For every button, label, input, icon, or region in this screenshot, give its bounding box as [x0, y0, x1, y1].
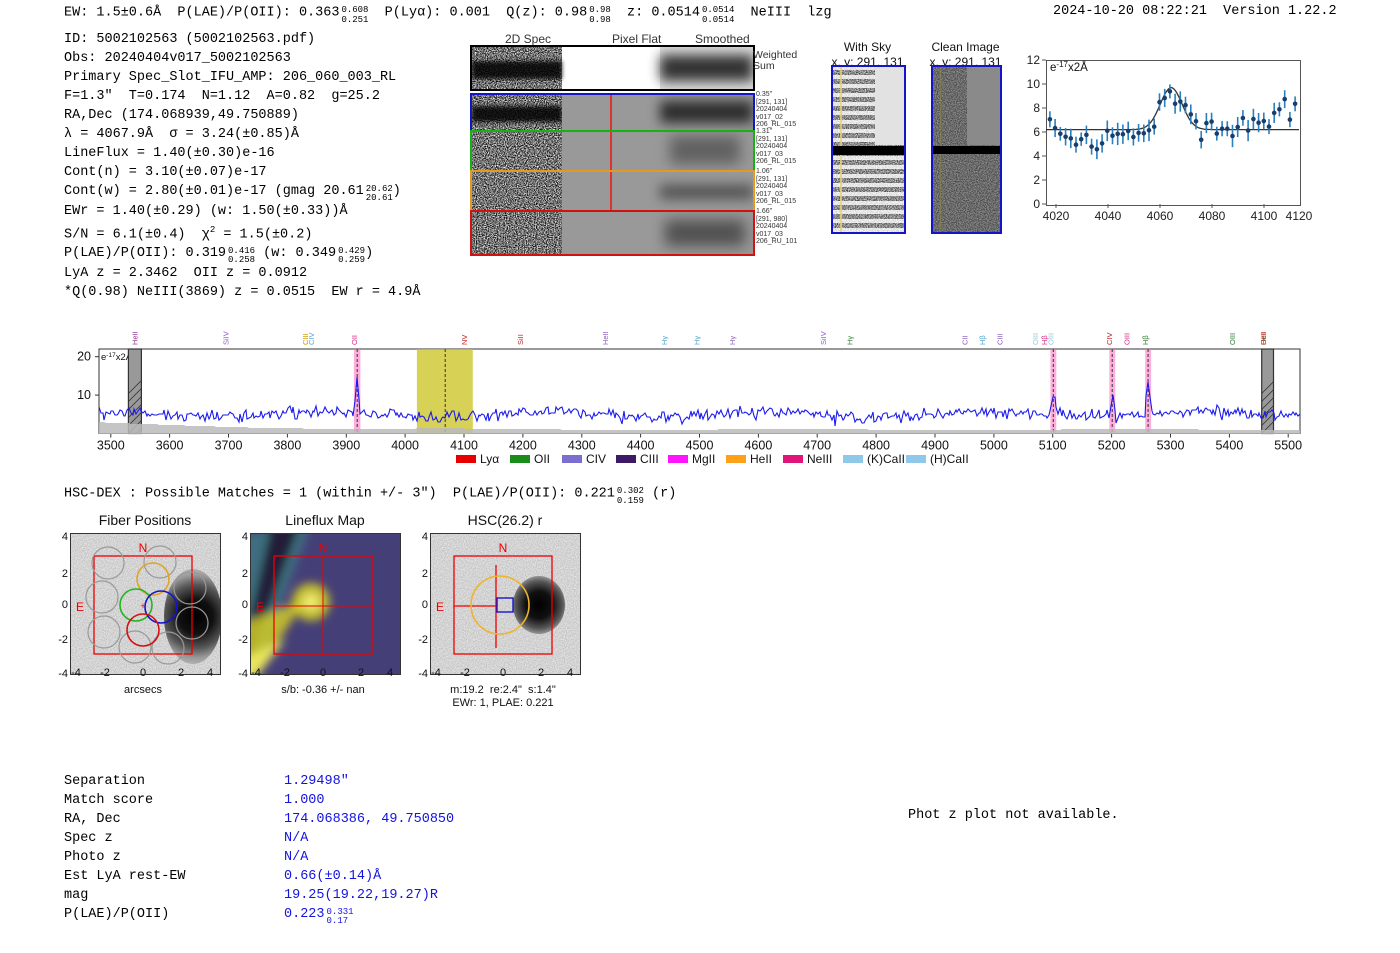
svg-text:0: 0 [500, 667, 506, 679]
svg-text:2: 2 [358, 667, 364, 679]
svg-text:2: 2 [242, 568, 248, 580]
svg-text:4: 4 [422, 531, 428, 543]
svg-text:-4: -4 [418, 668, 428, 680]
svg-text:-2: -2 [58, 634, 68, 646]
svg-text:4: 4 [207, 667, 213, 679]
svg-text:2: 2 [178, 667, 184, 679]
svg-text:-4: -4 [251, 667, 261, 679]
svg-text:-4: -4 [71, 667, 81, 679]
svg-text:0: 0 [140, 667, 146, 679]
svg-text:-4: -4 [238, 668, 248, 680]
svg-text:arcsecs: arcsecs [124, 684, 162, 696]
svg-text:2: 2 [62, 568, 68, 580]
svg-text:-2: -2 [100, 667, 110, 679]
svg-text:0: 0 [62, 599, 68, 611]
svg-text:4: 4 [567, 667, 573, 679]
svg-text:m:19.2 re:2.4" s:1.4": m:19.2 re:2.4" s:1.4" [450, 684, 556, 696]
svg-text:-4: -4 [58, 668, 68, 680]
svg-text:-2: -2 [460, 667, 470, 679]
svg-text:0: 0 [242, 599, 248, 611]
svg-text:N: N [139, 541, 148, 555]
svg-text:E: E [436, 600, 444, 614]
svg-text:N: N [319, 541, 328, 555]
svg-text:E: E [256, 600, 264, 614]
svg-text:-2: -2 [280, 667, 290, 679]
svg-text:-2: -2 [238, 634, 248, 646]
svg-text:4: 4 [387, 667, 393, 679]
svg-text:2: 2 [422, 568, 428, 580]
svg-text:4: 4 [242, 531, 248, 543]
svg-text:0: 0 [320, 667, 326, 679]
svg-text:N: N [499, 541, 508, 555]
svg-text:+: + [140, 601, 145, 611]
svg-text:-4: -4 [431, 667, 441, 679]
svg-text:2: 2 [538, 667, 544, 679]
svg-text:4: 4 [62, 531, 68, 543]
svg-text:-2: -2 [418, 634, 428, 646]
svg-text:E: E [76, 600, 84, 614]
svg-text:EWr: 1, PLAE: 0.221: EWr: 1, PLAE: 0.221 [452, 697, 553, 709]
svg-text:0: 0 [422, 599, 428, 611]
svg-text:s/b: -0.36 +/- nan: s/b: -0.36 +/- nan [281, 684, 364, 696]
